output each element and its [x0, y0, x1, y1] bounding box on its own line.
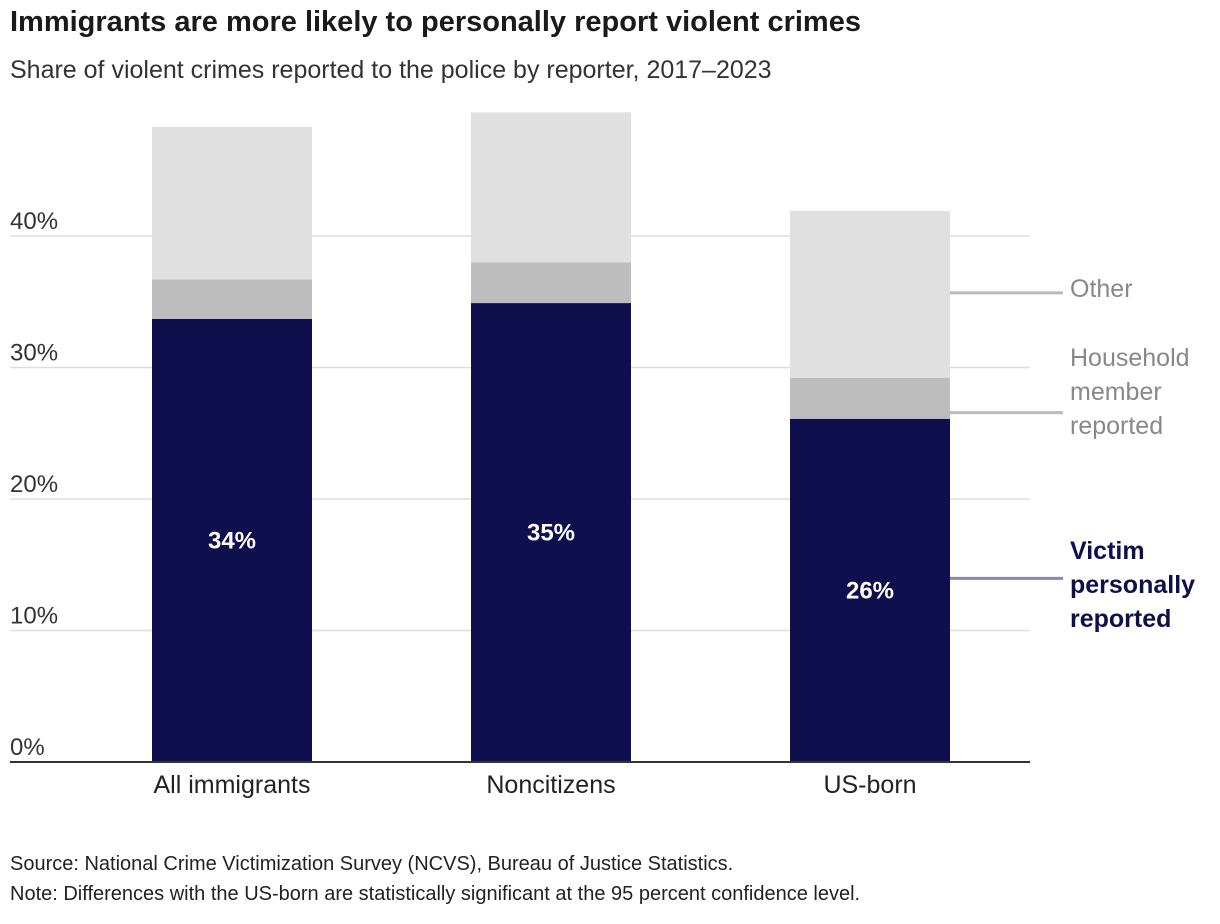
legend-label-household: reported — [1070, 412, 1163, 440]
y-tick-label: 30% — [10, 340, 58, 367]
footnote: Note: Differences with the US-born are s… — [10, 883, 861, 905]
bars: 34% 35% 26% — [152, 112, 950, 762]
chart-title: Immigrants are more likely to personally… — [10, 6, 861, 38]
legend-label-victim: reported — [1070, 605, 1171, 633]
y-tick-label: 40% — [10, 208, 58, 235]
bar-other-segment — [790, 211, 950, 379]
bar-value-label: 34% — [208, 527, 256, 554]
legend-label-victim: Victim — [1070, 537, 1145, 565]
legend-label-other: Other — [1070, 275, 1133, 303]
bar-victim-segment — [471, 303, 631, 762]
bar-value-label: 26% — [846, 577, 894, 604]
legend-label-victim: personally — [1070, 571, 1195, 599]
legend: Other Household member reported Victim person… — [950, 275, 1195, 633]
bar-household-segment — [790, 378, 950, 419]
legend-label-household: Household — [1070, 344, 1190, 372]
bar-other-segment — [471, 112, 631, 263]
bar-victim-segment — [790, 418, 950, 762]
y-tick-label: 0% — [10, 734, 45, 761]
legend-label-household: member — [1070, 378, 1162, 406]
x-category-label: US-born — [823, 771, 916, 799]
bar-other-segment — [152, 126, 312, 280]
x-category-label: All immigrants — [154, 771, 311, 799]
source-note: Source: National Crime Victimization Sur… — [10, 853, 734, 875]
axes: 0% 10% 20% 30% 40% All immigrants Noncitizens U… — [10, 208, 1030, 799]
x-category-label: Noncitizens — [486, 771, 615, 799]
bar-household-segment — [152, 279, 312, 319]
bar-victim-segment — [152, 318, 312, 762]
y-tick-label: 10% — [10, 603, 58, 630]
bar-value-label: 35% — [527, 520, 575, 547]
chart-subtitle: Share of violent crimes reported to the … — [10, 56, 772, 84]
bar-household-segment — [471, 262, 631, 304]
y-tick-label: 20% — [10, 471, 58, 498]
